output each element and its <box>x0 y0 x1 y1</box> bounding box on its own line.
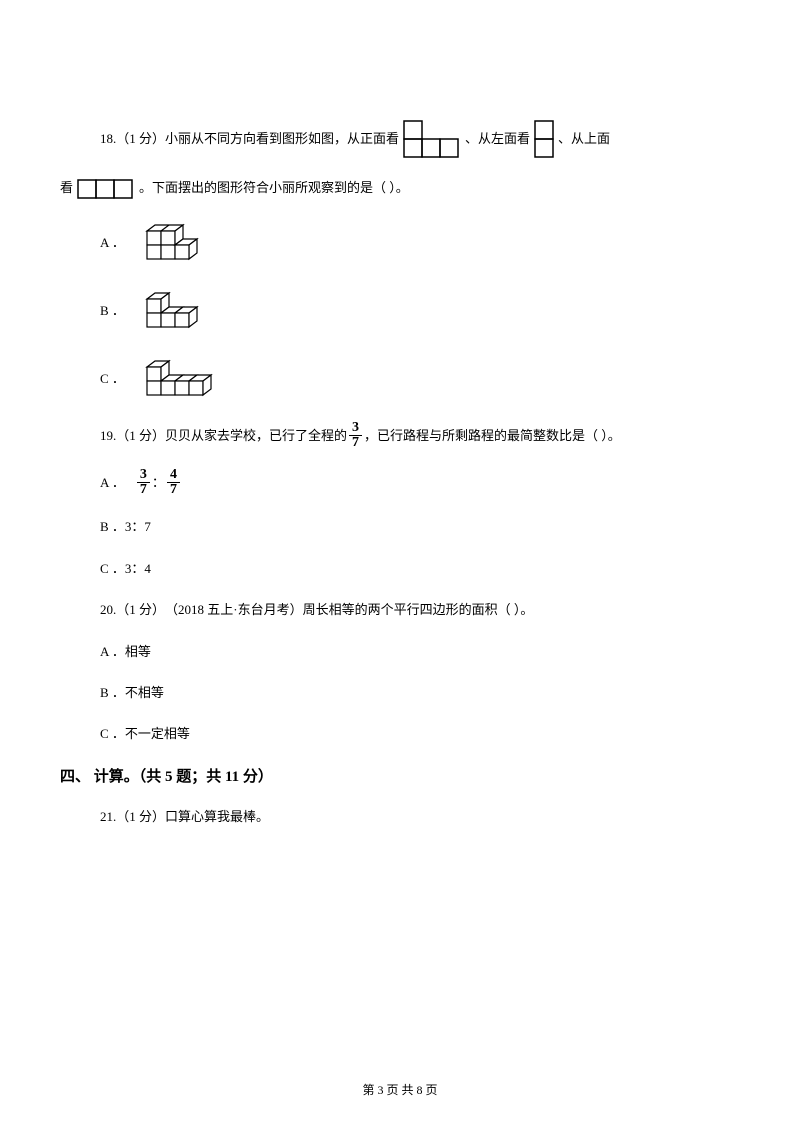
q20-B-text: B ．不相等 <box>100 681 164 704</box>
q19-option-B[interactable]: B ．3：7 <box>60 515 740 538</box>
q20-number: 20. <box>100 598 116 621</box>
q19-B-text: B ．3：7 <box>100 515 151 538</box>
q20-A-text: A ．相等 <box>100 640 151 663</box>
q18-stem-line2: 看 。下面摆出的图形符合小丽所观察到的是（ ）。 <box>60 176 740 199</box>
q18-stem-line1: 18. （1 分） 小丽从不同方向看到图形如图，从正面看 、从左面看 、从上面 <box>60 120 740 158</box>
q20-points: （1 分） <box>116 598 165 621</box>
q18-stem2: 、从左面看 <box>465 127 530 150</box>
q19-A-f2: 4 7 <box>167 468 180 497</box>
q19-points: （1 分） <box>116 424 165 447</box>
section4-title: 四、 计算。（共 5 题；共 11 分） <box>60 764 740 791</box>
q18-C-shape-icon <box>139 353 229 403</box>
q21-points: （1 分） <box>116 805 165 828</box>
q18-C-label: C ． <box>100 367 125 390</box>
q18-A-label: A ． <box>100 231 125 254</box>
q21-stem: 21. （1 分） 口算心算我最棒。 <box>60 805 740 828</box>
q18-A-shape-icon <box>139 217 219 267</box>
q19-stem-pre: 贝贝从家去学校，已行了全程的 <box>165 424 347 447</box>
page-number: 第 3 页 共 8 页 <box>362 1083 437 1097</box>
top-view-icon <box>77 176 135 199</box>
q20-C-text: C ．不一定相等 <box>100 722 190 745</box>
q18-B-label: B ． <box>100 299 125 322</box>
q18-option-A[interactable]: A ． <box>60 217 740 267</box>
q21-stem-text: 口算心算我最棒。 <box>165 805 269 828</box>
q20-option-A[interactable]: A ．相等 <box>60 640 740 663</box>
q19-A-label: A ． <box>100 471 125 494</box>
q18-B-shape-icon <box>139 285 219 335</box>
page-footer: 第 3 页 共 8 页 <box>0 1080 800 1102</box>
q18-option-C[interactable]: C ． <box>60 353 740 403</box>
q20-option-C[interactable]: C ．不一定相等 <box>60 722 740 745</box>
left-view-icon <box>534 120 554 158</box>
q20-stem-text: 周长相等的两个平行四边形的面积（ ）。 <box>303 598 534 621</box>
q19-option-A[interactable]: A ． 3 7 ： 4 7 <box>60 468 740 497</box>
q19-fraction-main: 3 7 <box>349 421 362 450</box>
front-view-icon <box>403 120 461 158</box>
q18-line2-pre: 看 <box>60 176 73 199</box>
q19-frac-den: 7 <box>349 436 362 450</box>
q19-A-colon: ： <box>152 471 165 494</box>
q19-C-text: C ．3：4 <box>100 557 151 580</box>
q20-source: （2018 五上·东台月考） <box>165 598 303 621</box>
q18-stem1: 小丽从不同方向看到图形如图，从正面看 <box>165 127 399 150</box>
q18-number: 18. <box>100 127 116 150</box>
q19-stem: 19. （1 分） 贝贝从家去学校，已行了全程的 3 7 ，已行路程与所剩路程的… <box>60 421 740 450</box>
q18-stem3: 、从上面 <box>558 127 610 150</box>
q18-line2-post: 。下面摆出的图形符合小丽所观察到的是（ ）。 <box>139 176 409 199</box>
q18-option-B[interactable]: B ． <box>60 285 740 335</box>
q19-number: 19. <box>100 424 116 447</box>
q20-stem: 20. （1 分） （2018 五上·东台月考） 周长相等的两个平行四边形的面积… <box>60 598 740 621</box>
q19-stem-post: ，已行路程与所剩路程的最简整数比是（ ）。 <box>364 424 621 447</box>
q18-points: （1 分） <box>116 127 165 150</box>
q21-number: 21. <box>100 805 116 828</box>
q19-option-C[interactable]: C ．3：4 <box>60 557 740 580</box>
q19-A-f1: 3 7 <box>137 468 150 497</box>
q19-frac-num: 3 <box>349 421 362 436</box>
q20-option-B[interactable]: B ．不相等 <box>60 681 740 704</box>
